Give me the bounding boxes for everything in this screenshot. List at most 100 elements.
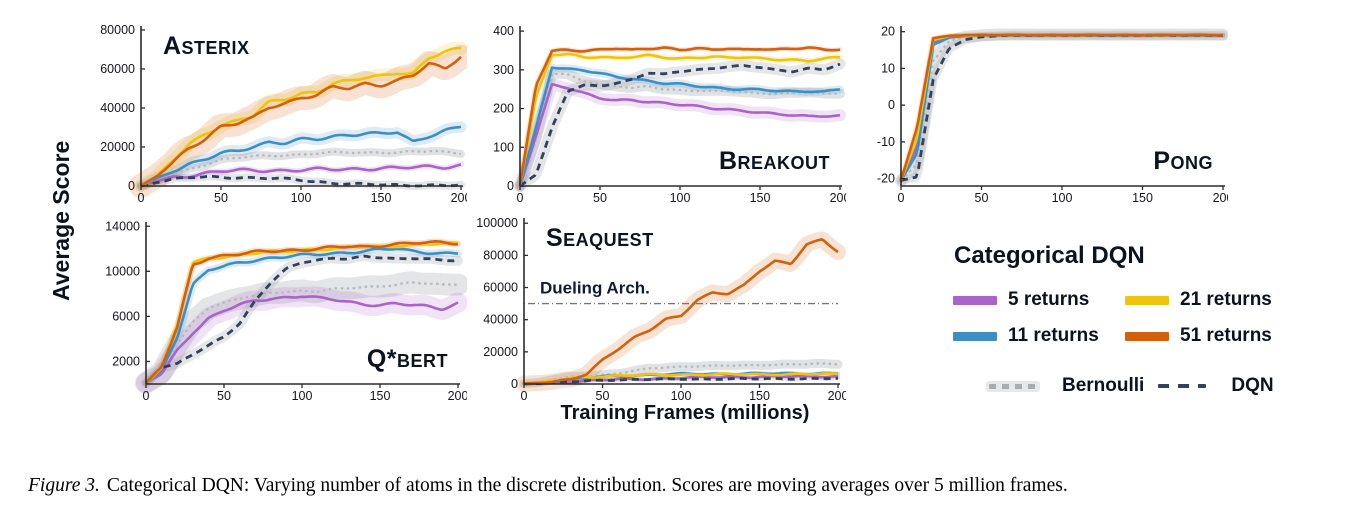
- x-tick-label: 50: [596, 389, 610, 403]
- chart-asterix: 0 50 100 150 200 0 20000 40000 60000 80000: [100, 23, 467, 205]
- line-dqn: [524, 376, 839, 386]
- y-tick-label: 40000: [100, 101, 135, 115]
- x-tick-label: 0: [143, 389, 150, 403]
- y-tick-label: 20: [881, 25, 895, 39]
- legend-label-bernoulli: Bernoulli: [1062, 375, 1145, 396]
- plot-seaquest: Dueling Arch. 0 50 100 150 200 0 20000 40000 6000…: [466, 208, 846, 412]
- figure-label: Figure 3.: [28, 475, 100, 496]
- y-tick-label: 100: [493, 140, 514, 154]
- caption-text: Categorical DQN: Varying number of atoms…: [106, 475, 1068, 496]
- x-tick-label: 50: [217, 389, 231, 403]
- legend-label-5-returns: 5 returns: [1008, 289, 1090, 310]
- line-21-returns: [140, 46, 461, 188]
- plot-title-qbert: Q*bert: [366, 345, 448, 373]
- y-tick-label: 0: [507, 179, 514, 193]
- line-11-returns: [140, 125, 462, 188]
- y-tick-label: 6000: [112, 309, 140, 323]
- line-51-returns: [145, 240, 458, 384]
- line-dqn: [145, 254, 458, 384]
- chart-seaquest: Dueling Arch. 0 50 100 150 200 0 20000 40000 6000…: [476, 216, 846, 403]
- x-tick-label: 50: [593, 191, 607, 205]
- figure-caption: Figure 3. Categorical DQN: Varying number…: [28, 475, 1328, 497]
- x-tick-label: 150: [371, 191, 392, 205]
- x-tick-label: 200: [451, 191, 467, 205]
- legend-swatch-5-returns: [953, 295, 997, 305]
- legend-label-dqn: DQN: [1231, 375, 1274, 396]
- line-51-returns: [899, 33, 1224, 181]
- line-51-returns: [518, 46, 841, 187]
- plot-title-seaquest: Seaquest: [546, 224, 654, 252]
- y-tick-label: -20: [877, 172, 895, 186]
- legend-item-21-returns: 21 returns: [1125, 289, 1297, 311]
- y-tick-label: 80000: [483, 248, 518, 262]
- x-tick-label: 100: [670, 191, 691, 205]
- x-tick-label: 0: [517, 191, 524, 205]
- x-tick-label: 200: [448, 389, 467, 403]
- legend: Categorical DQN 5 returns 21 returns 11 …: [936, 242, 1296, 397]
- x-tick-label: 100: [671, 389, 692, 403]
- line-bernoulli: [518, 72, 841, 187]
- x-tick-label: 200: [830, 191, 846, 205]
- x-tick-label: 200: [828, 389, 846, 403]
- x-tick-label: 150: [1132, 191, 1153, 205]
- line-51-returns: [140, 55, 462, 188]
- legend-swatch-dqn: [1158, 384, 1207, 388]
- x-tick-label: 200: [1213, 191, 1228, 205]
- y-tick-label: 20000: [100, 140, 135, 154]
- line-5-returns: [145, 295, 459, 385]
- chart-pong: 0 50 100 150 200 -20 -10 0 10 20: [877, 25, 1228, 205]
- legend-item-11-returns: 11 returns: [953, 325, 1125, 347]
- plot-asterix: 0 50 100 150 200 0 20000 40000 60000 80000 Asterix: [95, 16, 467, 212]
- x-tick-label: 50: [214, 191, 228, 205]
- y-tick-label: 0: [888, 98, 895, 112]
- line-51-returns: [523, 238, 839, 386]
- plot-qbert: 0 50 100 150 200 2000 6000 10000 14000 Q*bert: [95, 212, 467, 412]
- y-tick-label: 60000: [100, 62, 135, 76]
- legend-item-51-returns: 51 returns: [1125, 325, 1297, 347]
- refline-label: Dueling Arch.: [540, 279, 650, 298]
- legend-label-51-returns: 51 returns: [1180, 325, 1272, 346]
- legend-label-21-returns: 21 returns: [1180, 289, 1272, 310]
- y-tick-label: 14000: [105, 219, 140, 233]
- plot-title-asterix: Asterix: [163, 32, 250, 60]
- x-tick-label: 50: [975, 191, 989, 205]
- legend-title: Categorical DQN: [954, 242, 1145, 269]
- x-tick-label: 150: [749, 389, 770, 403]
- y-tick-label: 60000: [483, 281, 518, 295]
- x-tick-label: 0: [521, 389, 528, 403]
- y-tick-label: 2000: [112, 354, 140, 368]
- legend-swatch-51-returns: [1125, 331, 1169, 341]
- legend-item-5-returns: 5 returns: [953, 289, 1125, 311]
- line-bernoulli: [140, 149, 462, 188]
- y-tick-label: 40000: [483, 313, 518, 327]
- y-tick-label: 10000: [105, 264, 140, 278]
- x-tick-label: 150: [370, 389, 391, 403]
- legend-swatch-11-returns: [953, 331, 997, 341]
- y-tick-label: 80000: [100, 23, 135, 37]
- x-axis-label: Training Frames (millions): [560, 402, 810, 424]
- plot-title-breakout: Breakout: [718, 147, 830, 175]
- y-tick-label: 20000: [483, 345, 518, 359]
- line-bernoulli: [145, 281, 459, 384]
- legend-label-11-returns: 11 returns: [1008, 325, 1099, 346]
- line-dqn: [519, 62, 841, 188]
- x-tick-label: 100: [292, 389, 313, 403]
- x-tick-label: 0: [138, 191, 145, 205]
- line-11-returns: [518, 66, 841, 187]
- chart-qbert: 0 50 100 150 200 2000 6000 10000 14000: [105, 219, 467, 403]
- y-tick-label: 0: [511, 377, 518, 391]
- line-bernoulli: [523, 362, 839, 385]
- x-tick-label: 150: [750, 191, 771, 205]
- y-tick-label: 10: [881, 61, 895, 75]
- chart-breakout: 0 50 100 150 200 0 100 200 300 400: [493, 24, 846, 205]
- x-tick-label: 100: [291, 191, 312, 205]
- y-tick-label: 300: [493, 63, 514, 77]
- plot-title-pong: Pong: [1153, 147, 1213, 175]
- y-tick-label: 400: [493, 24, 514, 38]
- legend-swatch-bernoulli: [989, 383, 1037, 389]
- line-5-returns: [140, 163, 462, 188]
- legend-swatch-21-returns: [1125, 295, 1169, 305]
- y-tick-label: -10: [877, 135, 895, 149]
- y-tick-label: 200: [493, 102, 514, 116]
